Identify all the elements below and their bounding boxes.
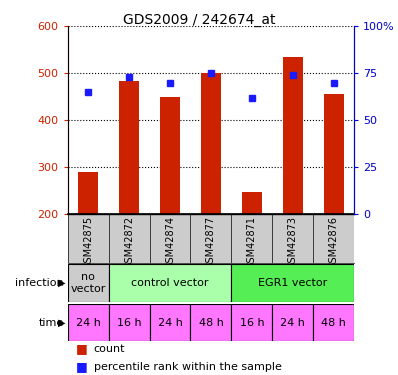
Text: 24 h: 24 h xyxy=(280,318,305,327)
Bar xyxy=(160,97,180,214)
Bar xyxy=(283,57,303,214)
Bar xyxy=(231,304,272,341)
Bar xyxy=(313,304,354,341)
Text: EGR1 vector: EGR1 vector xyxy=(258,278,328,288)
Bar xyxy=(201,73,221,214)
Text: percentile rank within the sample: percentile rank within the sample xyxy=(94,362,281,372)
Text: GDS2009 / 242674_at: GDS2009 / 242674_at xyxy=(123,13,275,27)
Text: 48 h: 48 h xyxy=(321,318,346,327)
Bar xyxy=(119,81,139,214)
Text: GSM42874: GSM42874 xyxy=(165,216,175,269)
Text: GSM42877: GSM42877 xyxy=(206,216,216,269)
Text: GSM42875: GSM42875 xyxy=(83,216,93,269)
Text: 16 h: 16 h xyxy=(117,318,141,327)
Text: infection: infection xyxy=(15,278,64,288)
Bar xyxy=(242,192,262,214)
Bar xyxy=(231,264,354,302)
Text: 24 h: 24 h xyxy=(76,318,101,327)
Text: time: time xyxy=(39,318,64,327)
Text: GSM42871: GSM42871 xyxy=(247,216,257,269)
Text: GSM42873: GSM42873 xyxy=(288,216,298,269)
Bar xyxy=(191,304,231,341)
Text: ■: ■ xyxy=(76,342,88,355)
Text: ▶: ▶ xyxy=(58,318,66,327)
Bar xyxy=(68,264,109,302)
Text: 16 h: 16 h xyxy=(240,318,264,327)
Text: GSM42876: GSM42876 xyxy=(329,216,339,269)
Bar xyxy=(78,172,98,214)
Text: control vector: control vector xyxy=(131,278,209,288)
Text: 24 h: 24 h xyxy=(158,318,182,327)
Bar xyxy=(324,94,344,214)
Text: 48 h: 48 h xyxy=(199,318,223,327)
Text: count: count xyxy=(94,344,125,354)
Bar xyxy=(68,304,109,341)
Text: ■: ■ xyxy=(76,360,88,373)
Text: GSM42872: GSM42872 xyxy=(124,216,134,269)
Bar xyxy=(150,304,191,341)
Text: ▶: ▶ xyxy=(58,278,66,288)
Bar xyxy=(109,264,231,302)
Text: no
vector: no vector xyxy=(70,272,106,294)
Bar xyxy=(272,304,313,341)
Bar xyxy=(109,304,150,341)
